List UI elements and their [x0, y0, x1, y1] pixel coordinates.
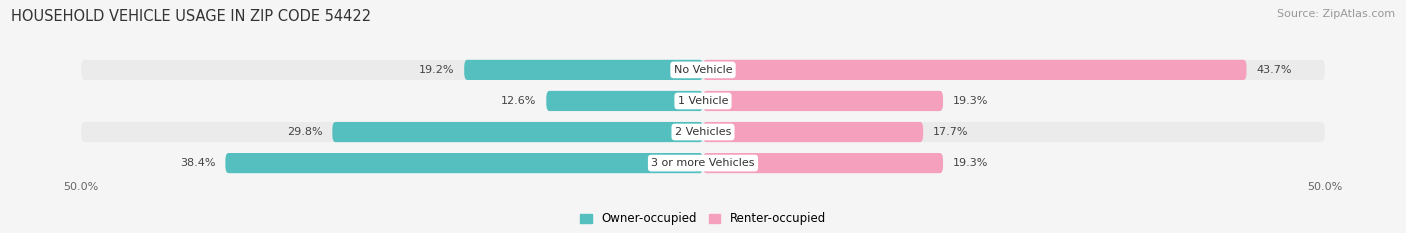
FancyBboxPatch shape [82, 122, 1324, 142]
Text: 29.8%: 29.8% [287, 127, 322, 137]
FancyBboxPatch shape [82, 60, 1324, 80]
FancyBboxPatch shape [464, 60, 703, 80]
Text: 38.4%: 38.4% [180, 158, 215, 168]
Text: 1 Vehicle: 1 Vehicle [678, 96, 728, 106]
FancyBboxPatch shape [703, 153, 943, 173]
Text: Source: ZipAtlas.com: Source: ZipAtlas.com [1277, 9, 1395, 19]
Text: 2 Vehicles: 2 Vehicles [675, 127, 731, 137]
Text: 12.6%: 12.6% [501, 96, 536, 106]
Text: No Vehicle: No Vehicle [673, 65, 733, 75]
Text: 17.7%: 17.7% [934, 127, 969, 137]
Legend: Owner-occupied, Renter-occupied: Owner-occupied, Renter-occupied [579, 212, 827, 225]
FancyBboxPatch shape [547, 91, 703, 111]
Text: 19.2%: 19.2% [419, 65, 454, 75]
Text: 43.7%: 43.7% [1257, 65, 1292, 75]
FancyBboxPatch shape [82, 91, 1324, 111]
Text: 19.3%: 19.3% [953, 96, 988, 106]
Text: HOUSEHOLD VEHICLE USAGE IN ZIP CODE 54422: HOUSEHOLD VEHICLE USAGE IN ZIP CODE 5442… [11, 9, 371, 24]
Text: 50.0%: 50.0% [1308, 182, 1343, 192]
FancyBboxPatch shape [703, 60, 1247, 80]
Text: 50.0%: 50.0% [63, 182, 98, 192]
FancyBboxPatch shape [703, 91, 943, 111]
Text: 19.3%: 19.3% [953, 158, 988, 168]
Text: 3 or more Vehicles: 3 or more Vehicles [651, 158, 755, 168]
FancyBboxPatch shape [225, 153, 703, 173]
FancyBboxPatch shape [332, 122, 703, 142]
FancyBboxPatch shape [703, 122, 924, 142]
FancyBboxPatch shape [82, 153, 1324, 173]
